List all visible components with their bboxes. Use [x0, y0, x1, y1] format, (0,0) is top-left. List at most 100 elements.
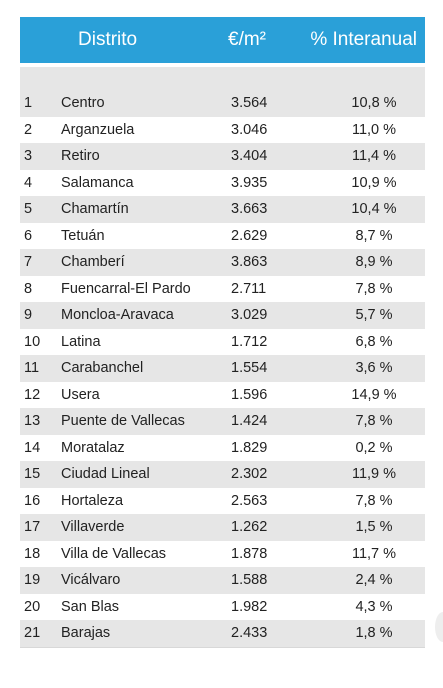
row-number: 1: [24, 95, 33, 112]
yearly-change: 11,9 %: [351, 466, 397, 483]
table-header: Distrito €/m² % Interanual: [20, 17, 425, 63]
yearly-change: 8,9 %: [355, 254, 393, 271]
row-number: 14: [24, 439, 41, 456]
row-number: 13: [24, 413, 41, 430]
table-row: 5 Chamartín 3.663 10,4 %: [20, 196, 425, 223]
price-per-m2: 1.262: [231, 519, 268, 536]
district-name: Arganzuela: [61, 121, 135, 138]
row-number: 6: [24, 227, 33, 244]
price-per-m2: 3.029: [231, 307, 268, 324]
yearly-change: 6,8 %: [355, 333, 393, 350]
yearly-change: 8,7 %: [355, 227, 393, 244]
header-price: €/m²: [228, 29, 266, 50]
district-name: Chamartín: [61, 201, 129, 218]
price-per-m2: 1.588: [231, 572, 268, 589]
row-number: 16: [24, 492, 41, 509]
table-row: 10 Latina 1.712 6,8 %: [20, 328, 425, 355]
header-band: [20, 67, 425, 90]
header-spacer: [20, 63, 425, 67]
district-name: Retiro: [61, 148, 100, 165]
table-row: 16 Hortaleza 2.563 7,8 %: [20, 487, 425, 514]
price-per-m2: 2.433: [231, 625, 268, 642]
district-name: Ciudad Lineal: [61, 466, 150, 483]
district-name: Tetuán: [61, 227, 105, 244]
district-name: Moratalaz: [61, 439, 125, 456]
price-per-m2: 1.712: [231, 333, 268, 350]
table-row: 20 San Blas 1.982 4,3 %: [20, 593, 425, 620]
district-name: Fuencarral-El Pardo: [61, 280, 191, 297]
yearly-change: 11,7 %: [351, 545, 397, 562]
district-name: Barajas: [61, 625, 111, 642]
yearly-change: 7,8 %: [355, 413, 393, 430]
table-row: 15 Ciudad Lineal 2.302 11,9 %: [20, 461, 425, 488]
row-number: 10: [24, 333, 41, 350]
yearly-change: 0,2 %: [355, 439, 393, 456]
table-row: 3 Retiro 3.404 11,4 %: [20, 143, 425, 170]
district-name: San Blas: [61, 598, 120, 615]
yearly-change: 11,4 %: [351, 148, 397, 165]
price-per-m2: 1.982: [231, 598, 268, 615]
price-per-m2: 1.554: [231, 360, 268, 377]
yearly-change: 3,6 %: [355, 360, 393, 377]
yearly-change: 1,5 %: [355, 519, 393, 536]
table-row: 4 Salamanca 3.935 10,9 %: [20, 169, 425, 196]
yearly-change: 4,3 %: [355, 598, 393, 615]
table-row: 13 Puente de Vallecas 1.424 7,8 %: [20, 408, 425, 435]
price-per-m2: 2.629: [231, 227, 268, 244]
district-name: Villaverde: [61, 519, 125, 536]
price-per-m2: 1.878: [231, 545, 268, 562]
yearly-change: 7,8 %: [355, 280, 393, 297]
row-number: 11: [24, 360, 40, 377]
table-row: 8 Fuencarral-El Pardo 2.711 7,8 %: [20, 275, 425, 302]
district-name: Hortaleza: [61, 492, 124, 509]
price-per-m2: 3.663: [231, 201, 268, 218]
price-per-m2: 2.563: [231, 492, 268, 509]
header-change: % Interanual: [310, 29, 417, 50]
row-number: 8: [24, 280, 33, 297]
table-row: 11 Carabanchel 1.554 3,6 %: [20, 355, 425, 382]
yearly-change: 11,0 %: [351, 121, 397, 138]
table-row: 6 Tetuán 2.629 8,7 %: [20, 222, 425, 249]
table-row: 19 Vicálvaro 1.588 2,4 %: [20, 567, 425, 594]
price-per-m2: 1.596: [231, 386, 268, 403]
row-number: 20: [24, 598, 41, 615]
row-number: 21: [24, 625, 41, 642]
price-per-m2: 3.404: [231, 148, 268, 165]
row-number: 7: [24, 254, 33, 271]
table-body: 1 Centro 3.564 10,8 % 2 Arganzuela 3.046 11,0 %…: [20, 90, 425, 648]
table-row: 7 Chamberí 3.863 8,9 %: [20, 249, 425, 276]
district-name: Villa de Vallecas: [61, 545, 167, 562]
row-number: 4: [24, 174, 33, 191]
price-per-m2: 3.046: [231, 121, 268, 138]
yearly-change: 5,7 %: [355, 307, 393, 324]
table-row: 2 Arganzuela 3.046 11,0 %: [20, 116, 425, 143]
row-number: 12: [24, 386, 41, 403]
district-name: Usera: [61, 386, 100, 403]
price-per-m2: 2.302: [231, 466, 268, 483]
price-per-m2: 1.829: [231, 439, 268, 456]
edge-circle-decoration: [435, 612, 443, 642]
yearly-change: 7,8 %: [355, 492, 393, 509]
table-row: 14 Moratalaz 1.829 0,2 %: [20, 434, 425, 461]
price-per-m2: 2.711: [231, 280, 267, 297]
row-number: 15: [24, 466, 41, 483]
yearly-change: 10,9 %: [351, 174, 397, 191]
table-row: 12 Usera 1.596 14,9 %: [20, 381, 425, 408]
district-name: Carabanchel: [61, 360, 144, 377]
district-name: Latina: [61, 333, 101, 350]
yearly-change: 2,4 %: [355, 572, 393, 589]
table-row: 1 Centro 3.564 10,8 %: [20, 90, 425, 117]
price-per-m2: 1.424: [231, 413, 268, 430]
district-name: Salamanca: [61, 174, 134, 191]
district-name: Puente de Vallecas: [61, 413, 185, 430]
table-row: 21 Barajas 2.433 1,8 %: [20, 620, 425, 647]
row-number: 18: [24, 545, 41, 562]
district-name: Centro: [61, 95, 105, 112]
district-name: Chamberí: [61, 254, 125, 271]
row-number: 2: [24, 121, 33, 138]
row-number: 19: [24, 572, 41, 589]
table-row: 17 Villaverde 1.262 1,5 %: [20, 514, 425, 541]
yearly-change: 10,8 %: [351, 95, 397, 112]
table-row: 9 Moncloa-Aravaca 3.029 5,7 %: [20, 302, 425, 329]
district-name: Moncloa-Aravaca: [61, 307, 174, 324]
